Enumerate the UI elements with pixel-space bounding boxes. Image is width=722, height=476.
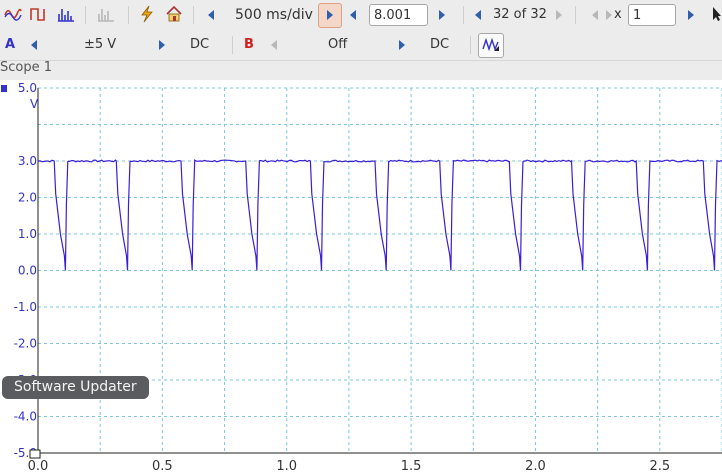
pointer-icon[interactable] [712, 6, 722, 26]
y-tick-label: 3.0 [18, 154, 37, 168]
x-tick-label: 1.0 [276, 459, 297, 474]
y-tick-label: 0.0 [18, 264, 37, 278]
y-tick-label: 5.0 [18, 81, 37, 95]
channel-b-label: B [244, 37, 254, 52]
plot-background [0, 80, 722, 476]
channel-b-range[interactable]: Off [328, 37, 348, 52]
x-tick-label: 2.5 [649, 459, 670, 474]
signal-generator-icon[interactable] [138, 5, 156, 27]
channel-a-range[interactable]: ±5 V [84, 37, 117, 52]
channel-a-range-decrease[interactable] [31, 40, 37, 50]
zoom-decrease-button [592, 10, 598, 20]
plot-corner-handle[interactable] [29, 449, 41, 459]
y-tick-label: -4.0 [14, 410, 37, 424]
x-tick-label: 1.5 [401, 459, 422, 474]
x-axis-labels: 0.0 0.5 1.0 1.5 2.0 2.5 [28, 459, 671, 474]
y-tick-label: -1.0 [14, 300, 37, 314]
samples-increase-button[interactable] [439, 10, 445, 20]
capture-counter: 32 of 32 [493, 7, 547, 22]
x-tick-label: 0.0 [28, 459, 49, 474]
timebase-increase-button[interactable] [318, 3, 342, 28]
x-tick-label: 0.5 [152, 459, 173, 474]
samples-field[interactable]: 8.001 kS [369, 4, 428, 26]
channel-a-label: A [5, 37, 16, 52]
plot-grid [37, 87, 722, 454]
home-icon[interactable] [165, 5, 183, 27]
channel-a-coupling[interactable]: DC [190, 37, 210, 52]
channel-a-range-increase[interactable] [159, 40, 165, 50]
channel-a-offset-marker[interactable] [1, 85, 7, 92]
channel-b-coupling[interactable]: DC [430, 37, 450, 52]
zoom-field[interactable]: 1 [628, 4, 676, 26]
spectrum-icon[interactable] [57, 6, 75, 26]
capture-previous-button[interactable] [475, 10, 481, 20]
channel-toolbar: A ±5 V DC B Off DC [0, 30, 722, 61]
timebase-value[interactable]: 500 ms/div [235, 7, 313, 23]
x-tick-label: 2.0 [525, 459, 546, 474]
zoom-field-increase-button[interactable] [688, 10, 694, 20]
zoom-label: x [614, 7, 622, 22]
y-tick-label: -2.0 [14, 337, 37, 351]
scope-plot[interactable]: 5.03.02.01.00.0-1.0-2.0-3.0-4.0-5.0 0.00… [0, 80, 722, 476]
capture-next-button [556, 10, 562, 20]
channel-b-range-increase[interactable] [399, 40, 405, 50]
timebase-decrease-button[interactable] [208, 10, 214, 20]
measure-icon [97, 6, 115, 26]
channel-b-range-decrease [271, 40, 277, 50]
channel-options-icon[interactable] [478, 33, 504, 58]
samples-decrease-button[interactable] [350, 10, 356, 20]
channel-a-trace [37, 159, 722, 271]
scope-mode-icon[interactable] [4, 6, 22, 26]
software-updater-tooltip: Software Updater [2, 376, 149, 399]
persistence-icon[interactable] [30, 6, 48, 26]
main-toolbar: 500 ms/div 8.001 kS 32 of 32 x 1 [0, 0, 722, 31]
scope-title: Scope 1 [0, 60, 53, 75]
y-tick-label: 1.0 [18, 227, 37, 241]
y-axis-unit: V [30, 97, 39, 111]
y-tick-label: 2.0 [18, 191, 37, 205]
zoom-increase-button [606, 10, 612, 20]
